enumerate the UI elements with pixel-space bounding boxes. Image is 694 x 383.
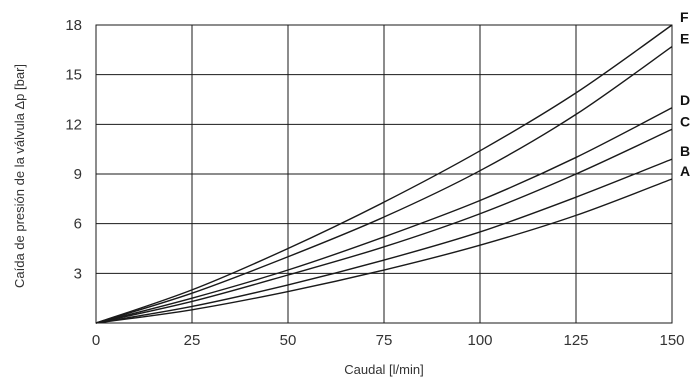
series-line-c bbox=[95, 128, 673, 324]
y-tick-label: 12 bbox=[65, 116, 82, 133]
series-line-d bbox=[95, 107, 673, 324]
y-axis-label: Caída de presión de la válvula Δp [bar] bbox=[12, 64, 27, 288]
plot-frame bbox=[95, 24, 673, 324]
x-tick-label: 150 bbox=[659, 332, 684, 349]
y-tick-label: 3 bbox=[74, 265, 82, 282]
series-line-f bbox=[95, 24, 673, 324]
series-label-e: E bbox=[680, 31, 689, 47]
series-label-c: C bbox=[680, 113, 690, 129]
x-axis-label: Caudal [l/min] bbox=[344, 362, 423, 377]
x-tick-label: 50 bbox=[280, 332, 297, 349]
series-line-e bbox=[95, 45, 673, 324]
series-label-b: B bbox=[680, 143, 690, 159]
x-tick-label: 125 bbox=[563, 332, 588, 349]
y-tick-label: 18 bbox=[65, 17, 82, 34]
series-label-d: D bbox=[680, 92, 690, 108]
y-tick-label: 15 bbox=[65, 67, 82, 84]
x-tick-label: 100 bbox=[467, 332, 492, 349]
x-tick-label: 25 bbox=[184, 332, 201, 349]
grid bbox=[96, 25, 672, 323]
y-tick-label: 6 bbox=[74, 216, 82, 233]
x-tick-label: 0 bbox=[92, 332, 100, 349]
series-group bbox=[95, 24, 673, 324]
x-tick-label: 75 bbox=[376, 332, 393, 349]
series-line-a bbox=[95, 178, 673, 324]
series-label-f: F bbox=[680, 9, 689, 25]
tick-labels: 0 25 50 75 100 125 150 3 6 9 12 15 18 bbox=[65, 17, 684, 349]
series-label-a: A bbox=[680, 163, 690, 179]
y-tick-label: 9 bbox=[74, 166, 82, 183]
series-line-b bbox=[95, 158, 673, 324]
